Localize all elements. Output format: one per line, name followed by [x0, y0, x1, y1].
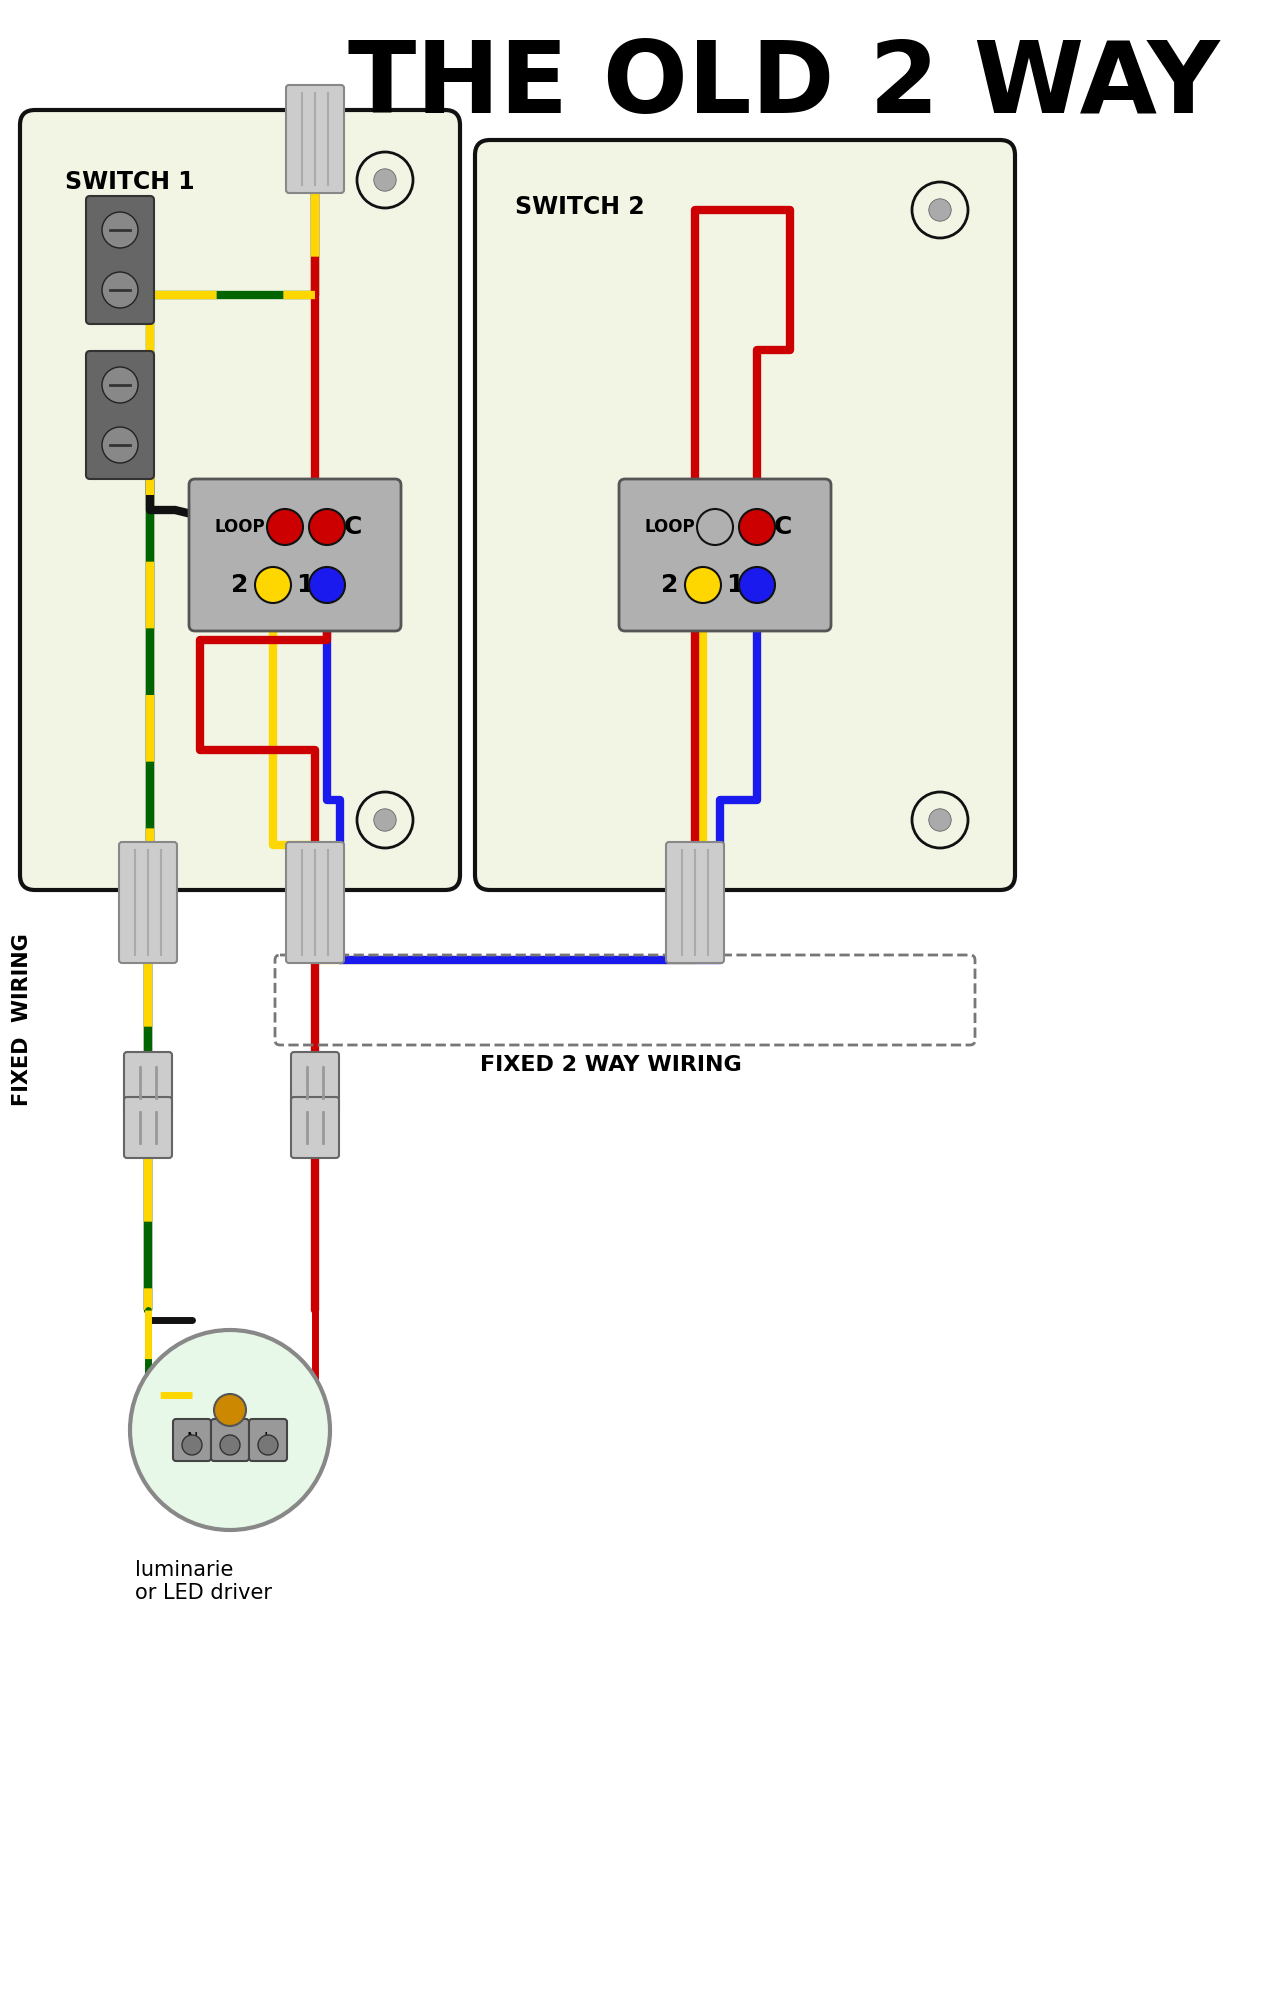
FancyBboxPatch shape: [619, 478, 830, 632]
Circle shape: [913, 182, 968, 238]
Text: luminarie
or LED driver: luminarie or LED driver: [135, 1560, 272, 1604]
FancyBboxPatch shape: [173, 1420, 211, 1460]
Text: SWITCH 2: SWITCH 2: [514, 196, 645, 218]
Text: 1: 1: [296, 572, 313, 596]
Text: 2: 2: [231, 572, 249, 596]
FancyBboxPatch shape: [666, 842, 724, 964]
Text: SWITCH 1: SWITCH 1: [64, 170, 195, 194]
Circle shape: [374, 168, 396, 192]
Circle shape: [102, 428, 138, 464]
Text: LOOP: LOOP: [645, 518, 695, 536]
Circle shape: [258, 1436, 278, 1456]
Circle shape: [929, 808, 952, 832]
Circle shape: [182, 1436, 202, 1456]
FancyBboxPatch shape: [190, 478, 401, 632]
Circle shape: [913, 792, 968, 848]
Circle shape: [356, 152, 413, 208]
FancyBboxPatch shape: [475, 140, 1015, 890]
Circle shape: [102, 272, 138, 308]
Circle shape: [102, 368, 138, 404]
FancyBboxPatch shape: [211, 1420, 249, 1460]
Circle shape: [220, 1436, 240, 1456]
Text: C: C: [774, 514, 793, 538]
FancyBboxPatch shape: [291, 1096, 339, 1158]
FancyBboxPatch shape: [119, 842, 177, 964]
Circle shape: [267, 508, 303, 544]
Circle shape: [130, 1330, 330, 1530]
Text: THE OLD 2 WAY: THE OLD 2 WAY: [348, 36, 1220, 134]
Circle shape: [308, 508, 345, 544]
FancyBboxPatch shape: [286, 842, 344, 964]
FancyBboxPatch shape: [291, 1052, 339, 1112]
Circle shape: [685, 568, 720, 604]
Text: FIXED 2 WAY WIRING: FIXED 2 WAY WIRING: [480, 1056, 742, 1076]
FancyBboxPatch shape: [124, 1052, 172, 1112]
Circle shape: [696, 508, 733, 544]
Circle shape: [102, 212, 138, 248]
Text: 1: 1: [727, 572, 743, 596]
Circle shape: [255, 568, 291, 604]
Circle shape: [214, 1394, 246, 1426]
Circle shape: [356, 792, 413, 848]
Text: N: N: [186, 1432, 197, 1448]
FancyBboxPatch shape: [86, 196, 154, 324]
FancyBboxPatch shape: [20, 110, 460, 890]
Circle shape: [308, 568, 345, 604]
Circle shape: [739, 508, 775, 544]
Circle shape: [739, 568, 775, 604]
Text: LOOP: LOOP: [215, 518, 265, 536]
Text: FIXED  WIRING: FIXED WIRING: [11, 934, 32, 1106]
FancyBboxPatch shape: [286, 84, 344, 194]
Text: L: L: [264, 1432, 272, 1448]
FancyBboxPatch shape: [86, 352, 154, 478]
FancyBboxPatch shape: [124, 1096, 172, 1158]
Text: 2: 2: [661, 572, 679, 596]
FancyBboxPatch shape: [249, 1420, 287, 1460]
Circle shape: [929, 198, 952, 222]
Text: C: C: [344, 514, 363, 538]
Circle shape: [374, 808, 396, 832]
